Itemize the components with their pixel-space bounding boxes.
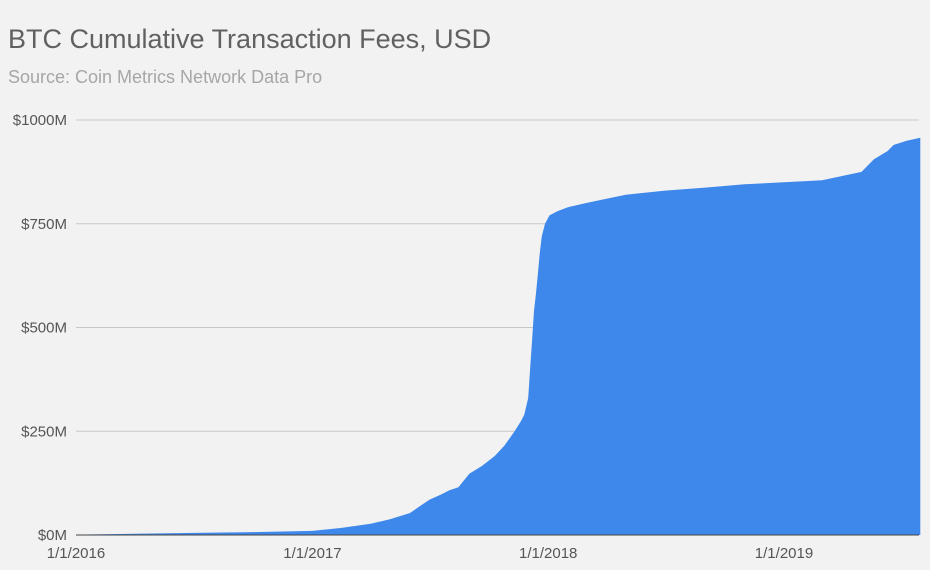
x-tick-label: 1/1/2016	[47, 545, 105, 562]
y-tick-label: $750M	[21, 216, 67, 233]
y-tick-label: $1000M	[13, 112, 67, 129]
chart-subtitle: Source: Coin Metrics Network Data Pro	[8, 67, 323, 87]
y-tick-label: $500M	[21, 320, 67, 337]
x-tick-label: 1/1/2017	[283, 545, 341, 562]
x-tick-label: 1/1/2019	[755, 545, 813, 562]
x-tick-label: 1/1/2018	[519, 545, 577, 562]
y-tick-label: $0M	[38, 527, 67, 544]
series-area	[76, 137, 921, 536]
y-tick-label: $250M	[21, 423, 67, 440]
chart-title: BTC Cumulative Transaction Fees, USD	[8, 24, 492, 54]
